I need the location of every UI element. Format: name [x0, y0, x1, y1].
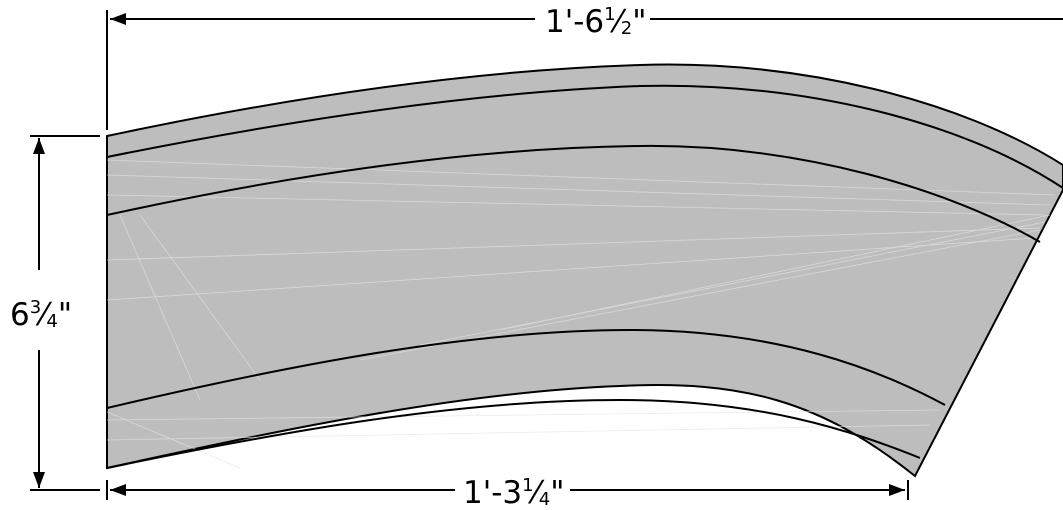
- arrowhead-up: [33, 138, 45, 154]
- inner-curve-top-1: [106, 84, 1063, 189]
- inner-curve-bottom-2: [106, 398, 921, 469]
- svg-text:1'-31⁄4": 1'-31⁄4": [463, 475, 565, 510]
- bottom-width-dimension: 1'-31⁄4": [106, 475, 909, 510]
- inner-curve-top-2: [106, 144, 1041, 243]
- svg-text:63⁄4": 63⁄4": [10, 297, 72, 333]
- svg-text:1'-61⁄2": 1'-61⁄2": [545, 4, 647, 40]
- arrowhead-down: [33, 472, 45, 488]
- height-dimension: 63⁄4": [10, 135, 100, 491]
- shading-streaks: [106, 159, 1056, 469]
- arrowhead-right: [889, 484, 905, 496]
- arrowhead-left: [110, 484, 126, 496]
- inner-curve-bottom-1: [106, 328, 946, 409]
- arrowhead-left: [110, 13, 126, 25]
- top-width-dimension: 1'-61⁄2": [106, 4, 1063, 130]
